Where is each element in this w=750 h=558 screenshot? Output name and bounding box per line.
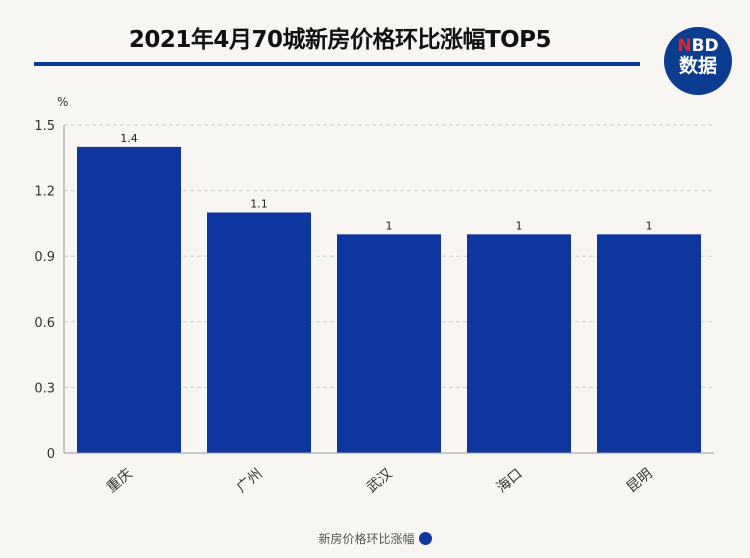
data-label: 1.1 <box>250 197 268 210</box>
legend-label: 新房价格环比涨幅 <box>318 532 415 546</box>
bar <box>467 234 571 453</box>
bar <box>77 146 181 453</box>
bar <box>337 234 441 453</box>
x-tick-label: 重庆 <box>104 466 136 496</box>
y-tick-label: 0.3 <box>34 381 55 396</box>
legend: 新房价格环比涨幅 <box>0 530 750 547</box>
y-tick-label: 1.2 <box>34 185 55 200</box>
chart-title: 2021年4月70城新房价格环比涨幅TOP5 <box>128 27 552 53</box>
bar <box>207 212 311 453</box>
x-tick-label: 武汉 <box>364 466 396 496</box>
title-rule <box>34 62 640 66</box>
data-label: 1 <box>646 219 653 232</box>
y-tick-label: 0 <box>47 447 55 462</box>
data-label: 1 <box>386 219 393 232</box>
data-label: 1 <box>516 219 523 232</box>
x-tick-label: 海口 <box>494 466 526 496</box>
y-tick-label: 0.9 <box>34 250 55 265</box>
nbd-logo: NBD 数据 <box>664 27 732 95</box>
y-tick-label: 1.5 <box>34 119 55 134</box>
x-tick-label: 广州 <box>234 466 266 496</box>
bar <box>597 234 701 453</box>
legend-marker <box>418 532 432 545</box>
x-tick-label: 昆明 <box>624 466 656 496</box>
y-tick-label: 0.6 <box>34 316 55 331</box>
y-axis-unit: % <box>57 95 68 109</box>
data-label: 1.4 <box>120 132 138 145</box>
